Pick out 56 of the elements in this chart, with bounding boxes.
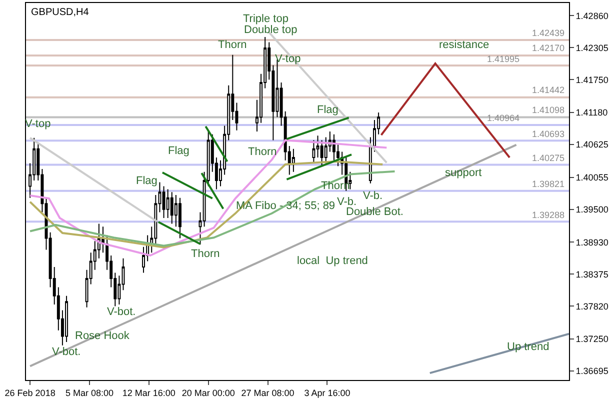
annotation: V-b. — [363, 190, 383, 202]
annotation: Thorn — [218, 39, 247, 51]
candlestick — [206, 130, 210, 187]
annotation: Triple top — [243, 13, 288, 25]
candlestick — [65, 295, 68, 342]
annotation: support — [445, 167, 482, 179]
line-series — [29, 160, 384, 248]
ref-line-label: 1.41098 — [532, 105, 565, 115]
ref-line-label: 1.41442 — [532, 85, 565, 95]
annotation: Flag — [168, 145, 190, 157]
ref-line-label: 1.42439 — [532, 28, 565, 38]
y-tick-label: 1.40625 — [576, 140, 608, 150]
annotation: V-bot. — [107, 306, 136, 318]
annotation: V-bot. — [52, 346, 81, 358]
y-tick-label: 1.40055 — [576, 172, 608, 183]
y-tick-label: 1.38930 — [576, 237, 608, 248]
candlestick — [162, 186, 166, 219]
x-tick-label: 26 Feb 2018 — [4, 388, 56, 398]
y-tick-label: 1.41750 — [576, 74, 608, 85]
y-tick-label: 1.37250 — [576, 334, 608, 344]
x-tick-label: 27 Mar 08:00 — [241, 388, 294, 398]
x-tick-label: 5 Mar 08:00 — [65, 388, 114, 398]
annotation: resistance — [439, 39, 490, 51]
y-tick-label: 1.39500 — [576, 204, 608, 215]
annotation: Thorn — [248, 146, 277, 158]
ref-line-label: 1.39288 — [532, 210, 565, 220]
annotation: Flag — [136, 175, 158, 187]
annotation: Thorn — [191, 248, 220, 260]
y-tick-label: 1.42305 — [576, 42, 608, 53]
y-tick-label: 1.42860 — [576, 10, 608, 21]
candlestick — [312, 140, 316, 164]
y-tick-label: 1.37820 — [576, 301, 608, 312]
ref-line-label: 1.40964 — [487, 113, 520, 123]
x-tick-label: 20 Mar 00:00 — [182, 388, 235, 398]
annotation: Double Bot. — [346, 206, 404, 218]
candlestick — [178, 197, 182, 239]
candlestick — [170, 192, 174, 224]
candlestick — [292, 148, 295, 172]
annotation: V-top — [275, 53, 301, 65]
annotation: Rose Hook — [75, 330, 130, 342]
ref-line-label: 1.42170 — [532, 43, 565, 53]
ref-line-label: 1.40693 — [532, 129, 565, 139]
annotation: Double top — [244, 24, 298, 36]
x-tick-label: 3 Apr 16:00 — [304, 388, 350, 398]
y-tick-label: 1.38375 — [576, 269, 608, 280]
ref-line-label: 1.39821 — [532, 179, 565, 189]
x-tick-label: 12 Mar 16:00 — [122, 388, 176, 398]
y-tick-label: 1.41180 — [576, 108, 608, 118]
annotation: Flag — [317, 104, 338, 116]
annotation: V-b. — [337, 196, 357, 208]
chart-title: GBPUSD,H4 — [31, 7, 90, 18]
y-tick-label: 1.36695 — [576, 366, 608, 376]
candlestick — [320, 140, 324, 167]
ref-line-label: 1.41995 — [487, 54, 520, 64]
annotation: local Up trend — [297, 255, 368, 267]
ref-line-label: 1.40275 — [532, 153, 565, 163]
